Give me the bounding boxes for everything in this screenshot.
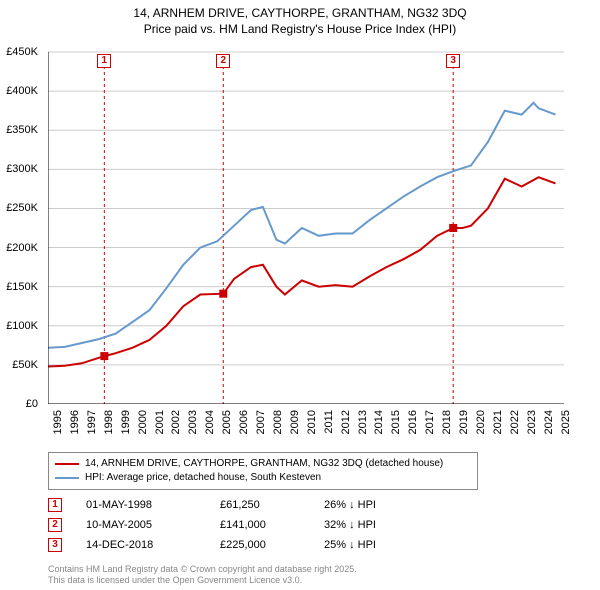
x-tick-label: 1997 bbox=[86, 410, 98, 434]
x-tick-label: 2017 bbox=[424, 410, 436, 434]
footer-line1: Contains HM Land Registry data © Crown c… bbox=[48, 564, 357, 575]
sale-row: 1 01-MAY-1998 £61,250 26% ↓ HPI bbox=[48, 498, 548, 512]
sale-marker-box: 2 bbox=[48, 518, 62, 532]
x-tick-label: 2024 bbox=[543, 410, 555, 434]
sale-pct: 32% ↓ HPI bbox=[324, 519, 424, 531]
y-tick-label: £350K bbox=[6, 124, 38, 136]
sale-date: 10-MAY-2005 bbox=[86, 519, 196, 531]
chart-title-block: 14, ARNHEM DRIVE, CAYTHORPE, GRANTHAM, N… bbox=[0, 0, 600, 37]
x-tick-label: 2002 bbox=[170, 410, 182, 434]
x-tick-label: 1998 bbox=[103, 410, 115, 434]
x-tick-label: 1999 bbox=[120, 410, 132, 434]
legend-label: 14, ARNHEM DRIVE, CAYTHORPE, GRANTHAM, N… bbox=[85, 457, 443, 471]
x-tick-label: 2012 bbox=[340, 410, 352, 434]
x-tick-label: 2007 bbox=[255, 410, 267, 434]
price-chart bbox=[48, 48, 572, 404]
x-tick-label: 2000 bbox=[137, 410, 149, 434]
y-tick-label: £300K bbox=[6, 163, 38, 175]
x-tick-label: 2016 bbox=[407, 410, 419, 434]
y-tick-label: £400K bbox=[6, 85, 38, 97]
x-tick-label: 2021 bbox=[492, 410, 504, 434]
sale-marker-1: 1 bbox=[97, 54, 111, 68]
x-tick-label: 1996 bbox=[69, 410, 81, 434]
x-tick-label: 2006 bbox=[238, 410, 250, 434]
sale-pct: 25% ↓ HPI bbox=[324, 539, 424, 551]
footer-line2: This data is licensed under the Open Gov… bbox=[48, 575, 357, 586]
sale-marker-box: 1 bbox=[48, 498, 62, 512]
y-tick-label: £200K bbox=[6, 242, 38, 254]
legend-row: 14, ARNHEM DRIVE, CAYTHORPE, GRANTHAM, N… bbox=[55, 457, 471, 471]
x-tick-label: 2009 bbox=[289, 410, 301, 434]
x-tick-label: 2010 bbox=[306, 410, 318, 434]
x-tick-label: 2003 bbox=[187, 410, 199, 434]
legend-swatch bbox=[55, 477, 79, 479]
x-tick-label: 1995 bbox=[52, 410, 64, 434]
legend-row: HPI: Average price, detached house, Sout… bbox=[55, 471, 471, 485]
y-tick-label: £0 bbox=[26, 398, 38, 410]
y-tick-label: £50K bbox=[12, 359, 38, 371]
footer-attribution: Contains HM Land Registry data © Crown c… bbox=[48, 564, 357, 586]
y-tick-label: £100K bbox=[6, 320, 38, 332]
x-tick-label: 2004 bbox=[204, 410, 216, 434]
sale-date: 14-DEC-2018 bbox=[86, 539, 196, 551]
x-tick-label: 2008 bbox=[272, 410, 284, 434]
legend-swatch bbox=[55, 463, 79, 465]
sale-pct: 26% ↓ HPI bbox=[324, 499, 424, 511]
x-tick-label: 2005 bbox=[221, 410, 233, 434]
sale-marker-box: 3 bbox=[48, 538, 62, 552]
title-address: 14, ARNHEM DRIVE, CAYTHORPE, GRANTHAM, N… bbox=[0, 6, 600, 22]
x-tick-label: 2018 bbox=[441, 410, 453, 434]
x-tick-label: 2019 bbox=[458, 410, 470, 434]
sale-price: £61,250 bbox=[220, 499, 300, 511]
x-tick-label: 2023 bbox=[526, 410, 538, 434]
y-tick-label: £450K bbox=[6, 46, 38, 58]
x-tick-label: 2020 bbox=[475, 410, 487, 434]
y-tick-label: £250K bbox=[6, 202, 38, 214]
x-tick-label: 2022 bbox=[509, 410, 521, 434]
x-tick-label: 2014 bbox=[373, 410, 385, 434]
title-subtitle: Price paid vs. HM Land Registry's House … bbox=[0, 22, 600, 38]
chart-legend: 14, ARNHEM DRIVE, CAYTHORPE, GRANTHAM, N… bbox=[48, 452, 478, 490]
sale-marker-2: 2 bbox=[216, 54, 230, 68]
x-axis: 1995 1996 1997 1998 1999 2000 2001 2002 2003 2004… bbox=[48, 406, 572, 454]
x-tick-label: 2011 bbox=[323, 410, 335, 434]
sale-marker-3: 3 bbox=[446, 54, 460, 68]
x-tick-label: 2001 bbox=[154, 410, 166, 434]
x-tick-label: 2025 bbox=[560, 410, 572, 434]
sale-row: 2 10-MAY-2005 £141,000 32% ↓ HPI bbox=[48, 518, 548, 532]
x-tick-label: 2015 bbox=[390, 410, 402, 434]
legend-label: HPI: Average price, detached house, Sout… bbox=[85, 471, 321, 485]
sale-date: 01-MAY-1998 bbox=[86, 499, 196, 511]
sale-price: £225,000 bbox=[220, 539, 300, 551]
sale-row: 3 14-DEC-2018 £225,000 25% ↓ HPI bbox=[48, 538, 548, 552]
x-tick-label: 2013 bbox=[357, 410, 369, 434]
sale-price: £141,000 bbox=[220, 519, 300, 531]
sales-table: 1 01-MAY-1998 £61,250 26% ↓ HPI 2 10-MAY-2005… bbox=[48, 498, 548, 558]
y-axis: £0£50K£100K£150K£200K£250K£300K£350K£400… bbox=[0, 48, 44, 404]
y-tick-label: £150K bbox=[6, 281, 38, 293]
